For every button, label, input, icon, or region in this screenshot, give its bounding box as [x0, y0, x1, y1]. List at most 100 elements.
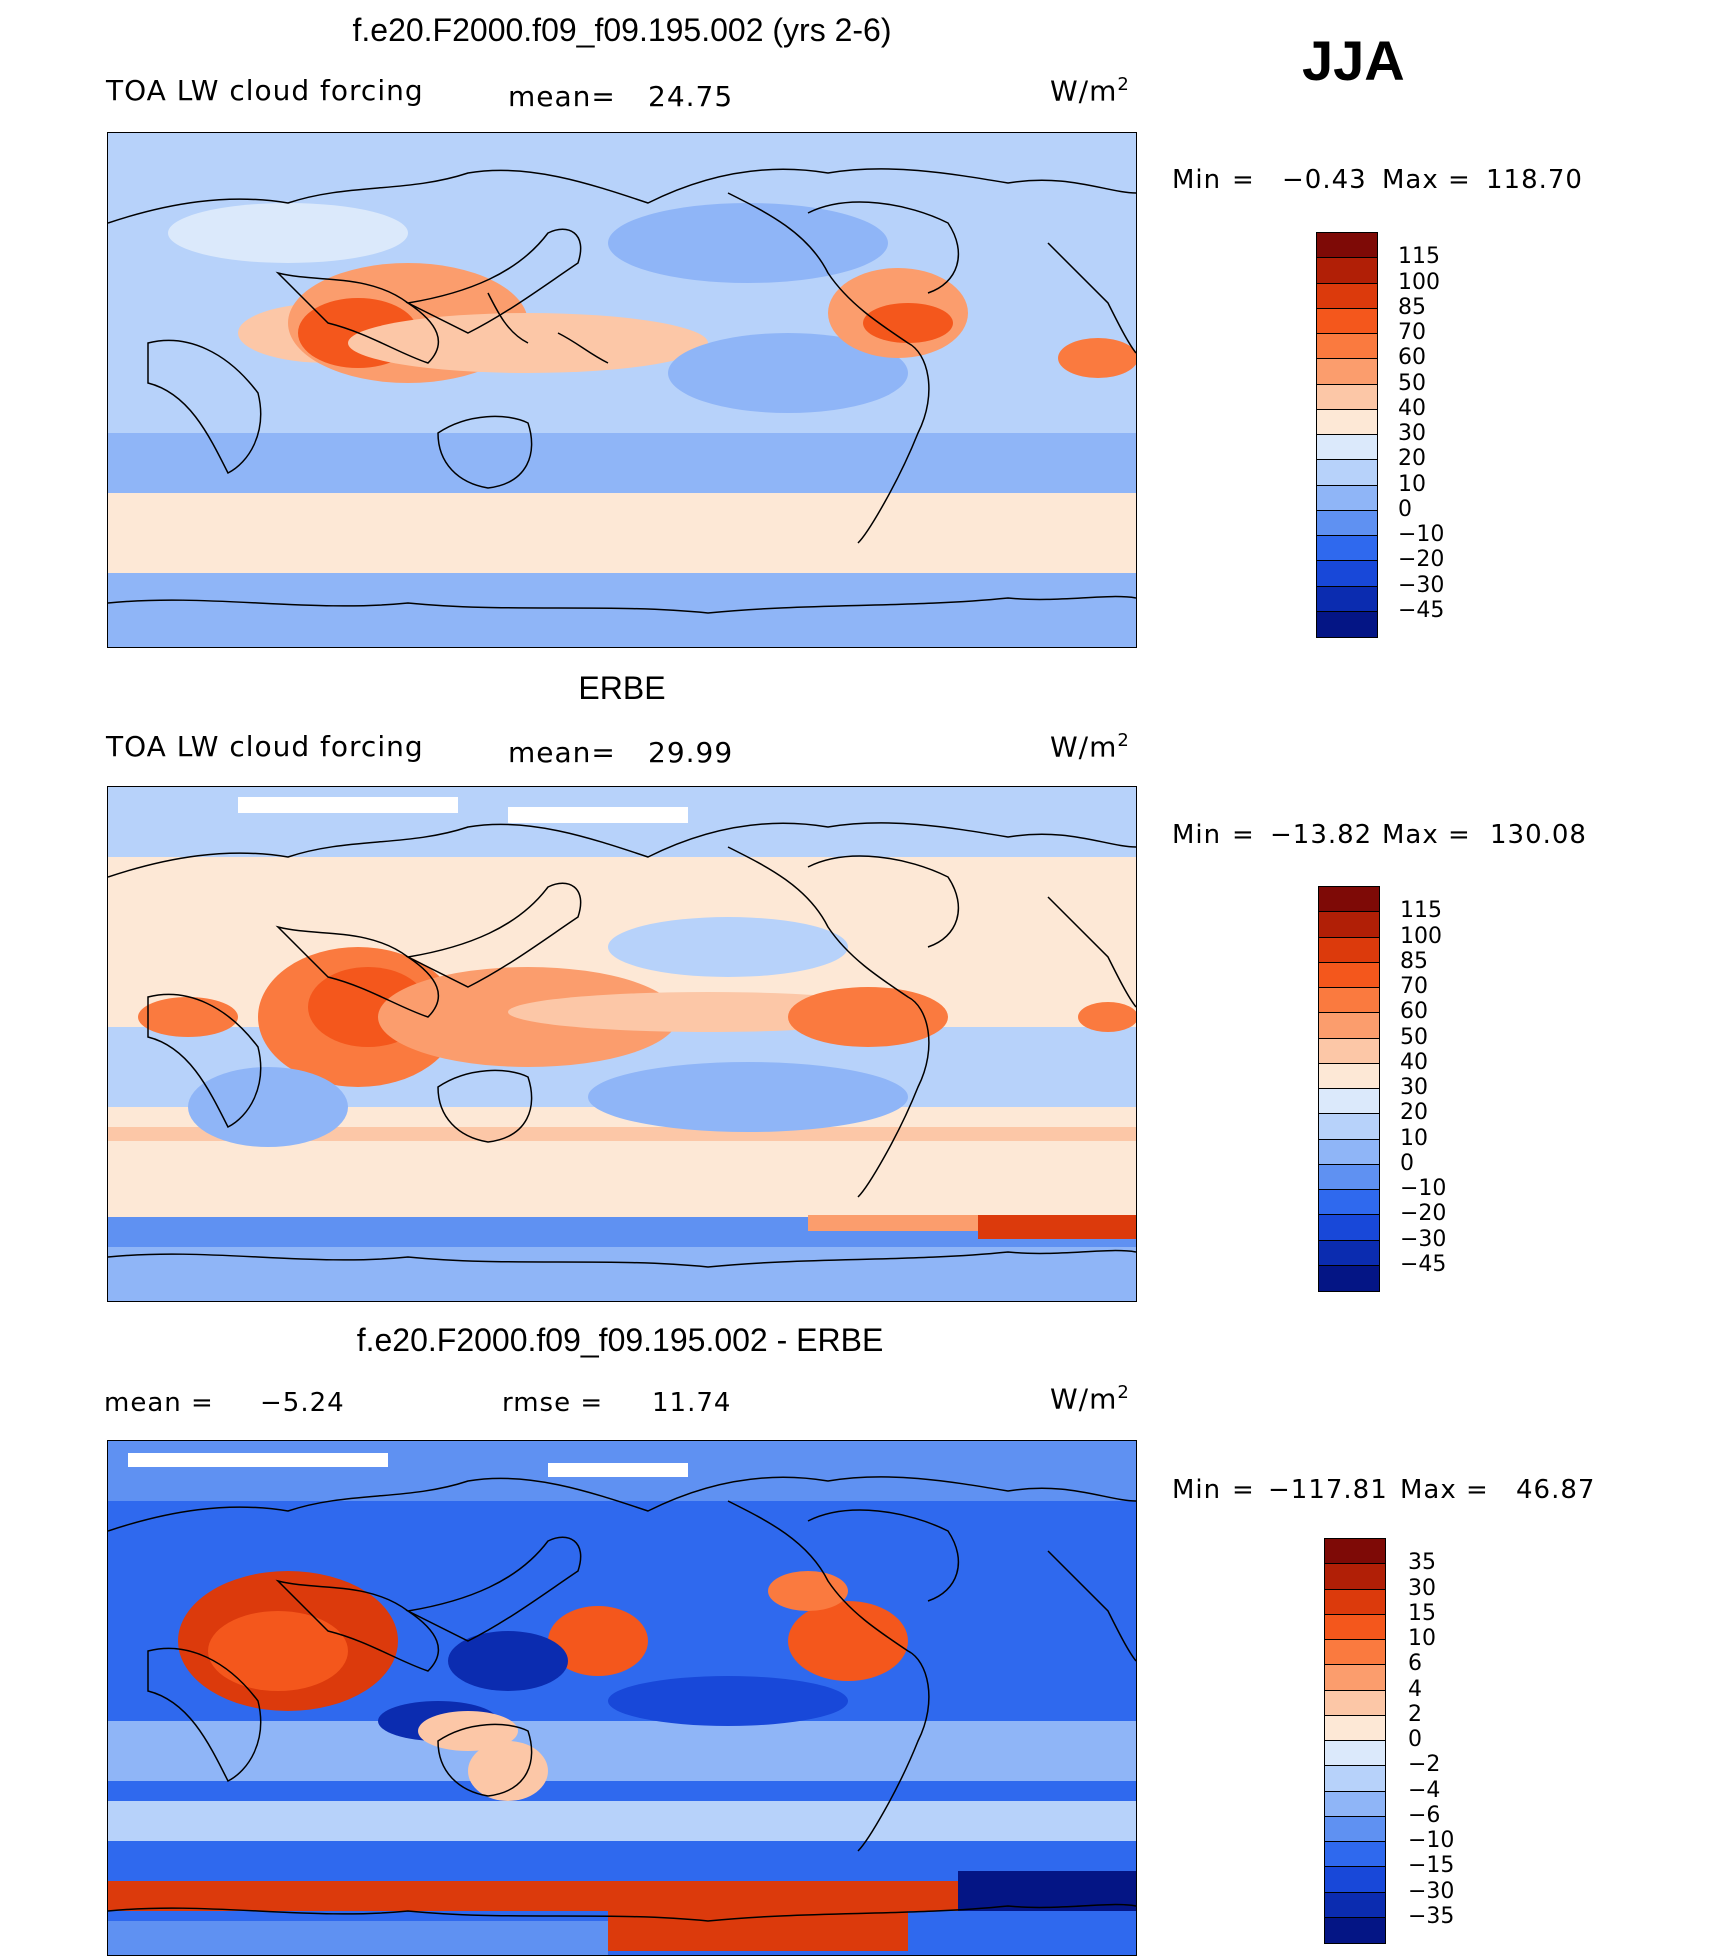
colorbar-tick-label: 30: [1400, 1075, 1428, 1100]
colorbar-cell: [1319, 1139, 1379, 1165]
colorbar-tick-label: −45: [1400, 1251, 1447, 1277]
panel-3-min-value: −117.81: [1268, 1475, 1388, 1505]
colorbar-cell: [1325, 1791, 1385, 1817]
panel-3-max-value: 46.87: [1516, 1475, 1596, 1505]
colorbar-cell: [1319, 1114, 1379, 1140]
colorbar-cell: [1319, 988, 1379, 1014]
panel-1-max-eq: =: [1448, 165, 1471, 195]
panel-3-rmse-label: rmse =: [502, 1388, 604, 1418]
panel-3-max-eq: =: [1466, 1475, 1489, 1505]
colorbar-cell: [1325, 1715, 1385, 1741]
panel-2-min-eq: =: [1232, 820, 1255, 850]
colorbar-tick-label: −35: [1408, 1903, 1455, 1929]
colorbar-cell: [1319, 1013, 1379, 1039]
panel-1-mean-value: 24.75: [648, 80, 734, 113]
colorbar-tick-label: −45: [1398, 597, 1445, 623]
panel-1-max-label: Max: [1382, 165, 1439, 195]
panel-2-mean-label: mean=: [508, 736, 616, 769]
colorbar-tick-label: 10: [1400, 1125, 1428, 1151]
panel-1-field-label: TOA LW cloud forcing: [106, 74, 424, 107]
colorbar-tick-label: 40: [1398, 395, 1426, 421]
colorbar-cell: [1317, 233, 1377, 259]
panel-3-colorbar: [1324, 1538, 1386, 1944]
panel-2-map: [107, 786, 1137, 1302]
colorbar-tick-label: 4: [1408, 1676, 1422, 1702]
colorbar-tick-label: 0: [1398, 496, 1412, 522]
colorbar-tick-label: 40: [1400, 1049, 1428, 1075]
panel-1-max-value: 118.70: [1486, 165, 1583, 195]
panel-1-mean-label: mean=: [508, 80, 616, 113]
colorbar-cell: [1319, 1038, 1379, 1064]
colorbar-cell: [1319, 1190, 1379, 1216]
colorbar-tick-label: 10: [1398, 471, 1426, 497]
colorbar-tick-label: −10: [1400, 1176, 1447, 1201]
panel-3-mean-label: mean =: [104, 1388, 214, 1418]
colorbar-cell: [1317, 409, 1377, 435]
colorbar-tick-label: 10: [1408, 1626, 1436, 1651]
colorbar-cell: [1317, 334, 1377, 360]
colorbar-cell: [1317, 611, 1377, 637]
colorbar-tick-label: 20: [1398, 446, 1426, 472]
colorbar-cell: [1325, 1842, 1385, 1868]
colorbar-cell: [1319, 1215, 1379, 1241]
colorbar-cell: [1325, 1539, 1385, 1565]
panel-1-title: f.e20.F2000.f09_f09.195.002 (yrs 2-6): [352, 12, 892, 48]
colorbar-tick-label: −30: [1408, 1878, 1455, 1904]
panel-1-map: [107, 132, 1137, 648]
colorbar-tick-label: −30: [1398, 572, 1445, 598]
panel-2-max-eq: =: [1448, 820, 1471, 850]
colorbar-cell: [1325, 1867, 1385, 1893]
panel-2-units: W/m2: [1050, 730, 1130, 764]
colorbar-tick-label: −10: [1408, 1828, 1455, 1853]
colorbar-tick-label: −20: [1400, 1201, 1447, 1227]
colorbar-tick-label: −30: [1400, 1226, 1447, 1252]
colorbar-tick-label: 2: [1408, 1701, 1422, 1727]
colorbar-tick-label: 60: [1398, 345, 1426, 371]
panel-2-max-label: Max: [1382, 820, 1439, 850]
colorbar-tick-label: 6: [1408, 1651, 1422, 1677]
panel-1-min-value: −0.43: [1282, 165, 1367, 195]
colorbar-tick-label: 30: [1398, 421, 1426, 446]
colorbar-cell: [1317, 460, 1377, 486]
colorbar-tick-label: 100: [1398, 269, 1440, 295]
colorbar-tick-label: 0: [1408, 1727, 1422, 1752]
panel-3-max-label: Max: [1400, 1475, 1457, 1505]
panel-2-mean-value: 29.99: [648, 736, 734, 769]
colorbar-tick-label: −2: [1408, 1752, 1441, 1778]
colorbar-cell: [1317, 510, 1377, 536]
colorbar-tick-label: 50: [1398, 370, 1426, 396]
colorbar-tick-label: 70: [1398, 320, 1426, 345]
colorbar-tick-label: 60: [1400, 999, 1428, 1025]
panel-1-colorbar: [1316, 232, 1378, 638]
colorbar-tick-label: 0: [1400, 1150, 1414, 1176]
panel-1-units: W/m2: [1050, 74, 1130, 108]
colorbar-cell: [1325, 1816, 1385, 1842]
colorbar-tick-label: 115: [1400, 898, 1442, 924]
colorbar-cell: [1325, 1564, 1385, 1590]
panel-2-colorbar: [1318, 886, 1380, 1292]
panel-3-title: f.e20.F2000.f09_f09.195.002 - ERBE: [356, 1322, 884, 1358]
colorbar-cell: [1319, 1063, 1379, 1089]
colorbar-tick-label: −6: [1408, 1802, 1441, 1828]
colorbar-cell: [1317, 536, 1377, 562]
colorbar-cell: [1319, 1240, 1379, 1266]
colorbar-cell: [1317, 561, 1377, 587]
colorbar-cell: [1319, 912, 1379, 938]
panel-3-map: [107, 1440, 1137, 1956]
colorbar-cell: [1325, 1741, 1385, 1767]
colorbar-tick-label: −15: [1408, 1853, 1455, 1879]
colorbar-cell: [1317, 258, 1377, 284]
colorbar-cell: [1319, 962, 1379, 988]
colorbar-tick-label: 50: [1400, 1024, 1428, 1050]
colorbar-tick-label: 85: [1400, 948, 1428, 974]
colorbar-tick-label: −4: [1408, 1777, 1441, 1803]
colorbar-cell: [1325, 1917, 1385, 1943]
panel-3-min-label: Min: [1172, 1475, 1222, 1505]
colorbar-cell: [1319, 937, 1379, 963]
colorbar-cell: [1317, 359, 1377, 385]
colorbar-tick-label: −20: [1398, 547, 1445, 573]
colorbar-tick-label: 115: [1398, 244, 1440, 270]
panel-2-field-label: TOA LW cloud forcing: [106, 730, 424, 763]
colorbar-cell: [1325, 1589, 1385, 1615]
colorbar-tick-label: 20: [1400, 1100, 1428, 1126]
